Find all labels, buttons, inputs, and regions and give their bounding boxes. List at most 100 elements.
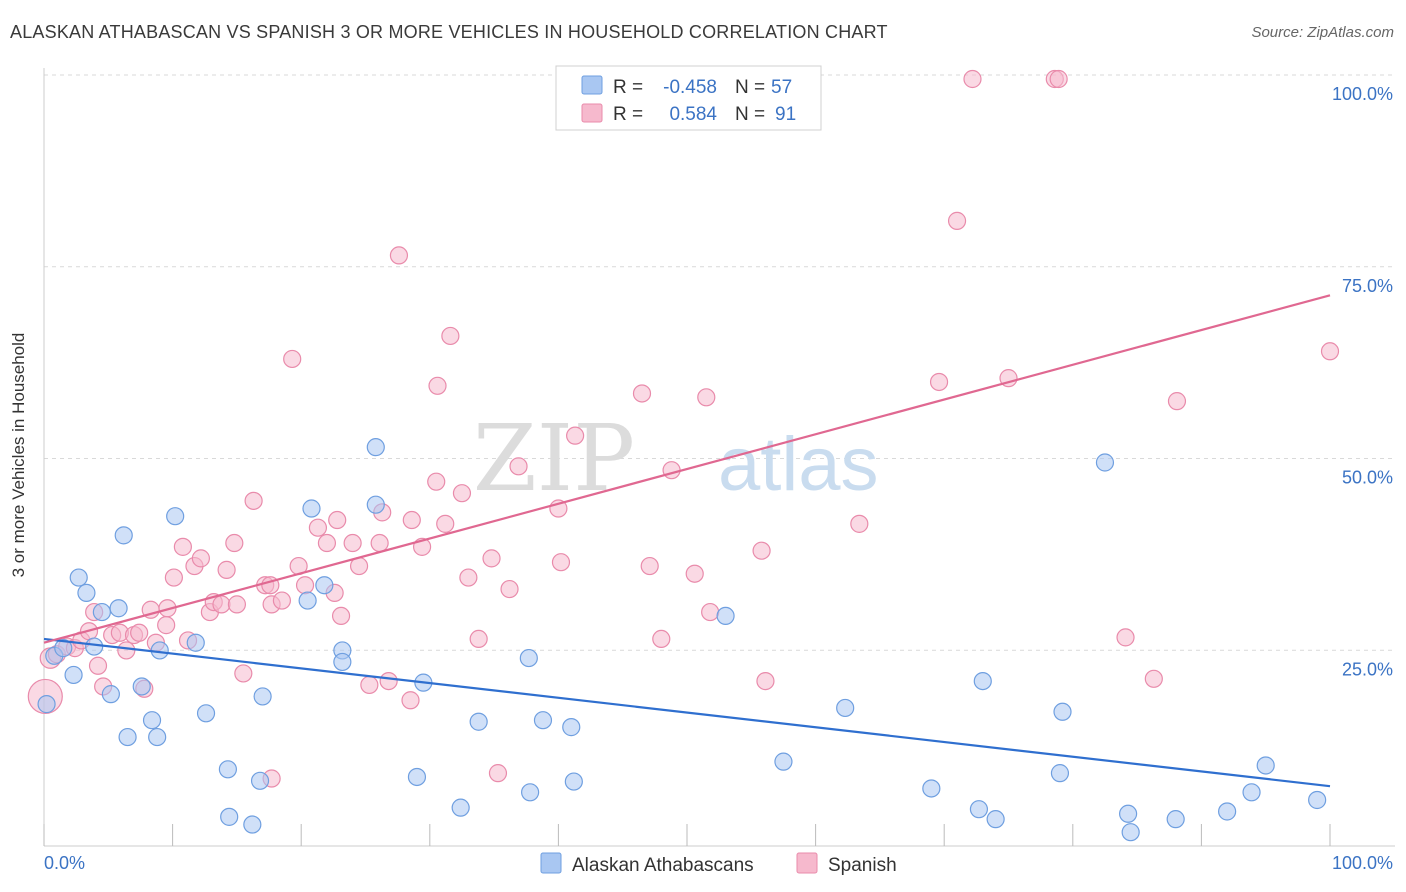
athabascan-point xyxy=(1050,764,1070,783)
watermark-atlas: atlas xyxy=(718,422,879,507)
athabascan-point xyxy=(142,711,162,730)
athabascan-point xyxy=(132,677,151,696)
watermark: ZIP atlas xyxy=(473,405,879,512)
spanish-point xyxy=(1167,392,1187,411)
stats-r-value-blue: -0.458 xyxy=(663,77,717,98)
spanish-point xyxy=(697,388,716,407)
spanish-point xyxy=(360,675,379,695)
spanish-point xyxy=(427,472,446,491)
athabascan-point xyxy=(118,727,137,747)
tick-labels: 25.0% 50.0% 75.0% 100.0% 0.0% 100.0% xyxy=(44,84,1393,873)
spanish-point xyxy=(130,623,149,642)
spanish-point xyxy=(1049,69,1068,89)
athabascan-point xyxy=(1218,802,1237,821)
spanish-point xyxy=(632,384,652,403)
athabascan-point xyxy=(1308,790,1327,810)
stats-r-label-pink: R = xyxy=(613,104,643,125)
athabascan-point xyxy=(469,712,488,731)
stats-n-label-pink: N = xyxy=(735,104,765,125)
athabascan-point xyxy=(114,526,133,545)
spanish-point xyxy=(331,606,351,626)
athabascan-point xyxy=(85,637,104,656)
athabascan-point xyxy=(166,507,185,526)
spanish-point xyxy=(459,568,478,587)
athabascan-point xyxy=(101,685,120,704)
trend-lines xyxy=(43,294,1331,788)
athabascan-point xyxy=(77,583,96,602)
athabascan-point xyxy=(218,760,237,779)
athabascan-point xyxy=(92,602,111,622)
spanish-point xyxy=(88,656,108,675)
spanish-point xyxy=(1320,342,1340,361)
spanish-point xyxy=(379,671,398,691)
athabascan-point xyxy=(298,591,317,610)
athabascan-point xyxy=(1166,810,1185,829)
y-tick-label: 100.0% xyxy=(1332,84,1393,104)
spanish-point xyxy=(482,549,501,568)
athabascan-point xyxy=(1256,756,1275,775)
spanish-point xyxy=(428,376,447,395)
spanish-point xyxy=(500,579,519,599)
spanish-point xyxy=(756,671,775,691)
athabascan-point xyxy=(519,648,538,668)
spanish-point xyxy=(283,349,302,369)
spanish-point xyxy=(509,457,528,476)
athabascan-point xyxy=(564,772,583,791)
spanish-point xyxy=(685,564,704,583)
athabascan-points xyxy=(37,438,1327,842)
axes xyxy=(43,68,1395,847)
stats-r-label-blue: R = xyxy=(613,77,643,98)
grid xyxy=(44,74,1395,651)
spanish-point xyxy=(173,537,192,556)
spanish-point xyxy=(191,549,210,568)
athabascan-point xyxy=(1242,783,1261,802)
athabascan-point xyxy=(302,499,321,518)
stats-swatch-pink xyxy=(581,103,603,123)
athabascan-point xyxy=(109,599,128,618)
spanish-point xyxy=(117,641,136,660)
spanish-point xyxy=(227,595,246,614)
spanish-point xyxy=(963,69,982,89)
athabascan-point xyxy=(562,718,581,737)
spanish-point xyxy=(551,553,571,572)
y-tick-label: 25.0% xyxy=(1342,659,1393,679)
athabascan-point xyxy=(69,568,88,587)
spanish-point xyxy=(566,426,585,445)
legend-swatch-athabascans xyxy=(540,852,562,874)
spanish-point xyxy=(225,533,244,553)
athabascan-point xyxy=(1095,453,1115,472)
stats-swatch-blue xyxy=(581,75,603,95)
spanish-point xyxy=(402,510,421,530)
legend-label-athabascans: Alaskan Athabascans xyxy=(572,855,754,876)
spanish-point xyxy=(401,691,420,710)
athabascan-point xyxy=(196,704,216,723)
spanish-point xyxy=(1116,628,1135,647)
athabascan-point xyxy=(37,695,56,714)
spanish-point xyxy=(234,664,253,683)
watermark-zip: ZIP xyxy=(473,405,635,512)
spanish-point xyxy=(752,541,771,560)
y-axis-label: 3 or more Vehicles in Household xyxy=(9,332,28,578)
athabascan-point xyxy=(922,779,941,798)
source-label: Source: ZipAtlas.com xyxy=(1251,24,1394,41)
x-tick-label: 0.0% xyxy=(44,853,85,873)
athabascan-point xyxy=(521,783,540,802)
athabascan-point xyxy=(1053,702,1072,721)
legend-label-spanish: Spanish xyxy=(828,855,897,876)
spanish-point xyxy=(929,372,949,392)
legend-swatch-spanish xyxy=(796,852,818,874)
athabascan-point xyxy=(186,633,205,652)
spanish-point xyxy=(272,591,292,610)
spanish-point xyxy=(488,764,508,783)
spanish-point xyxy=(662,461,681,480)
spanish-point xyxy=(157,616,176,635)
bottom-legend: Alaskan Athabascans Spanish xyxy=(540,852,897,876)
athabascan-point xyxy=(315,576,334,595)
spanish-point xyxy=(343,533,362,553)
athabascan-point xyxy=(407,767,427,787)
stats-n-value-blue: 57 xyxy=(771,77,792,98)
spanish-point xyxy=(701,602,720,622)
athabascan-point xyxy=(253,687,272,706)
spanish-point xyxy=(441,326,460,346)
